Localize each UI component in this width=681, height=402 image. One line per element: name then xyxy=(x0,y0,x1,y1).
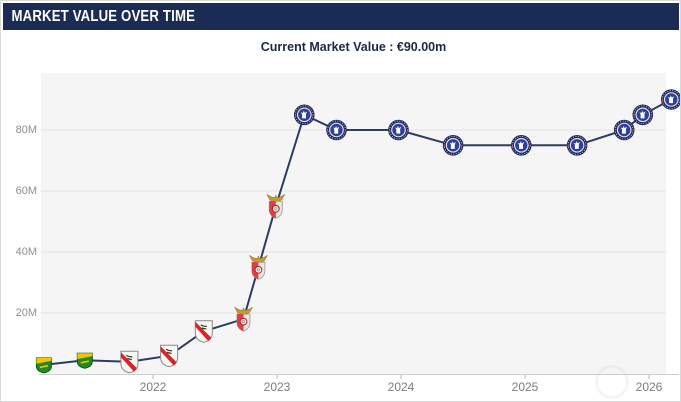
river-plate-crest-icon[interactable] xyxy=(194,320,213,343)
widget-header: MARKET VALUE OVER TIME xyxy=(3,3,679,30)
chelsea-crest-icon[interactable] xyxy=(293,104,316,126)
river-plate-crest-icon[interactable] xyxy=(120,350,139,374)
chelsea-crest-icon[interactable] xyxy=(660,88,681,111)
current-market-value: Current Market Value : €90.00m xyxy=(41,40,666,54)
x-axis-label: 2023 xyxy=(263,380,291,394)
watermark-icon xyxy=(595,365,629,399)
page-title: MARKET VALUE OVER TIME xyxy=(11,7,196,25)
chelsea-crest-icon[interactable] xyxy=(613,119,635,141)
x-axis-label: 2026 xyxy=(635,380,663,394)
x-axis-label: 2022 xyxy=(139,380,167,394)
x-axis-label: 2025 xyxy=(511,380,539,394)
current-market-value-amount: €90.00m xyxy=(396,40,447,54)
river-plate-crest-icon[interactable] xyxy=(160,344,179,368)
y-axis-label: 40M xyxy=(15,245,37,258)
chelsea-crest-icon[interactable] xyxy=(510,134,533,157)
y-axis-label: 60M xyxy=(15,184,37,197)
chelsea-crest-icon[interactable] xyxy=(566,134,588,157)
current-market-value-label: Current Market Value : xyxy=(260,40,394,54)
plot-area xyxy=(41,73,666,374)
chelsea-crest-icon[interactable] xyxy=(442,134,464,157)
y-axis-label: 80M xyxy=(15,123,37,136)
defensa-y-justicia-crest-icon[interactable] xyxy=(76,352,94,370)
x-axis-label: 2024 xyxy=(387,380,415,394)
chelsea-crest-icon[interactable] xyxy=(387,119,410,141)
chelsea-crest-icon[interactable] xyxy=(325,119,348,141)
defensa-y-justicia-crest-icon[interactable] xyxy=(35,357,53,374)
y-axis-label: 20M xyxy=(15,306,37,319)
chelsea-crest-icon[interactable] xyxy=(632,104,654,126)
